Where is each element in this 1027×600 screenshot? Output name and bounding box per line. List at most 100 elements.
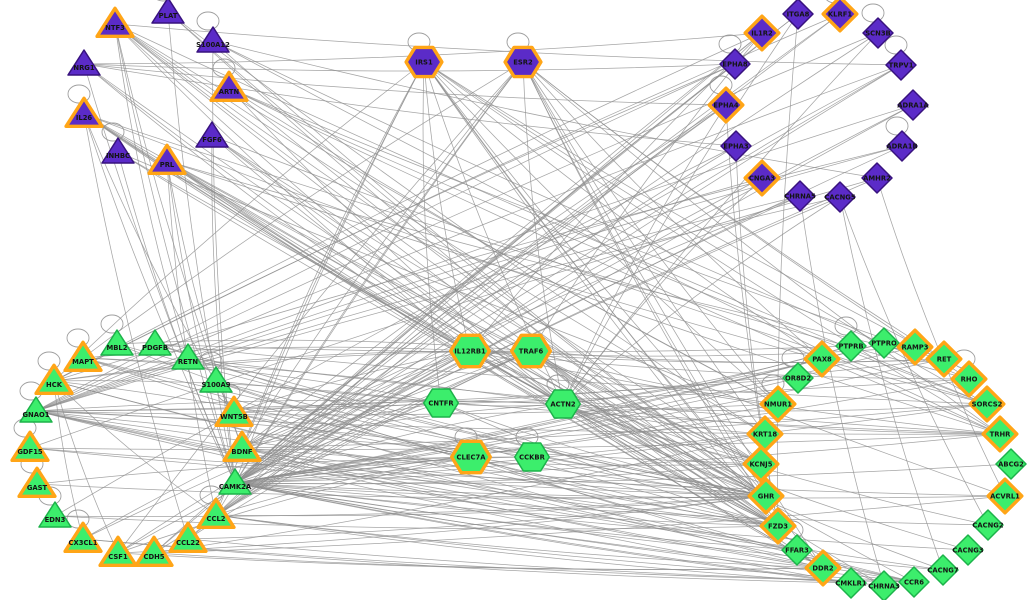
triangle-node-shape[interactable] xyxy=(138,329,172,356)
triangle-node-shape[interactable] xyxy=(214,395,254,428)
edge[interactable] xyxy=(83,113,1001,435)
node-PRL[interactable]: PRL xyxy=(147,143,187,176)
edge[interactable] xyxy=(35,399,564,412)
self-loop-edge[interactable] xyxy=(196,11,220,31)
diamond-node-shape[interactable] xyxy=(743,14,781,52)
edge[interactable] xyxy=(234,32,879,484)
edge[interactable] xyxy=(562,403,1001,435)
edge[interactable] xyxy=(82,346,471,359)
edge[interactable] xyxy=(35,378,970,412)
diamond-node-shape[interactable] xyxy=(885,49,917,81)
node-NRG1[interactable]: NRG1 xyxy=(67,49,101,76)
edge[interactable] xyxy=(54,515,779,530)
edge[interactable] xyxy=(212,40,970,380)
edge[interactable] xyxy=(562,104,727,405)
triangle-node-shape[interactable] xyxy=(67,49,101,76)
node-RHO[interactable]: RHO xyxy=(950,360,988,398)
edge[interactable] xyxy=(114,23,766,435)
hexagon-node-shape[interactable] xyxy=(503,45,543,79)
triangle-node-shape[interactable] xyxy=(196,26,230,53)
edge[interactable] xyxy=(82,350,532,540)
edge[interactable] xyxy=(562,403,766,435)
node-PTPRB[interactable]: PTPRB xyxy=(835,330,867,362)
diamond-node-shape[interactable] xyxy=(804,549,842,587)
edge[interactable] xyxy=(54,495,767,517)
edge[interactable] xyxy=(234,377,799,484)
edge[interactable] xyxy=(234,63,736,484)
edge[interactable] xyxy=(234,104,914,484)
edge[interactable] xyxy=(53,380,84,540)
edge[interactable] xyxy=(470,456,915,583)
edge[interactable] xyxy=(234,358,823,484)
node-TRPV1[interactable]: TRPV1 xyxy=(885,49,917,81)
diamond-node-shape[interactable] xyxy=(742,445,780,483)
node-CMKLR1[interactable]: CMKLR1 xyxy=(835,567,867,599)
edge[interactable] xyxy=(117,456,472,554)
edge[interactable] xyxy=(234,482,1006,499)
triangle-node-shape[interactable] xyxy=(34,363,74,396)
edge[interactable] xyxy=(167,11,767,497)
node-CCKBR[interactable]: CCKBR xyxy=(513,442,551,472)
edge[interactable] xyxy=(35,410,1001,435)
node-CACNG3[interactable]: CACNG3 xyxy=(952,534,984,566)
edge[interactable] xyxy=(530,350,885,587)
self-loop-edge[interactable] xyxy=(152,0,174,2)
node-CLEC7A[interactable]: CLEC7A xyxy=(449,439,493,475)
node-KLRF1[interactable]: KLRF1 xyxy=(821,0,859,33)
node-ACVRL1[interactable]: ACVRL1 xyxy=(986,477,1024,515)
edge[interactable] xyxy=(35,410,767,497)
edge[interactable] xyxy=(234,145,737,484)
edge[interactable] xyxy=(241,447,762,466)
node-MBL2[interactable]: MBL2 xyxy=(100,329,134,356)
edge[interactable] xyxy=(187,538,915,583)
edge[interactable] xyxy=(211,135,988,405)
edge[interactable] xyxy=(469,350,767,497)
edge[interactable] xyxy=(211,135,236,484)
edge[interactable] xyxy=(35,377,799,412)
edge[interactable] xyxy=(234,482,944,571)
edge[interactable] xyxy=(530,350,945,363)
edge[interactable] xyxy=(234,482,989,526)
node-NTF3[interactable]: NTF3 xyxy=(95,6,135,39)
edge[interactable] xyxy=(117,350,471,554)
edge[interactable] xyxy=(29,447,767,497)
edge[interactable] xyxy=(83,63,471,352)
node-FGF6[interactable]: FGF6 xyxy=(195,121,229,148)
diamond-node-shape[interactable] xyxy=(952,534,984,566)
node-IL12RB1[interactable]: IL12RB1 xyxy=(448,333,492,369)
edge[interactable] xyxy=(154,343,767,497)
edge[interactable] xyxy=(154,343,988,405)
edge[interactable] xyxy=(35,64,902,412)
edge[interactable] xyxy=(215,380,1001,435)
edge[interactable] xyxy=(215,380,767,497)
edge[interactable] xyxy=(166,160,217,516)
node-CACNG5[interactable]: CACNG5 xyxy=(824,181,856,213)
node-ADRA1B[interactable]: ADRA1B xyxy=(886,130,918,162)
edge[interactable] xyxy=(29,447,1006,497)
triangle-node-shape[interactable] xyxy=(10,430,50,463)
hexagon-node-shape[interactable] xyxy=(513,442,551,472)
edge[interactable] xyxy=(234,463,1012,485)
edge[interactable] xyxy=(234,378,970,484)
edge[interactable] xyxy=(522,61,767,497)
diamond-node-shape[interactable] xyxy=(743,159,781,197)
diamond-node-shape[interactable] xyxy=(747,477,785,515)
edge[interactable] xyxy=(153,552,824,570)
hexagon-node-shape[interactable] xyxy=(448,333,492,369)
edge[interactable] xyxy=(469,350,762,465)
triangle-node-shape[interactable] xyxy=(199,366,233,393)
diamond-node-shape[interactable] xyxy=(986,477,1024,515)
edge[interactable] xyxy=(423,61,762,465)
edge[interactable] xyxy=(241,61,425,449)
edge[interactable] xyxy=(29,433,1001,451)
diamond-node-shape[interactable] xyxy=(861,162,893,194)
diamond-node-shape[interactable] xyxy=(968,385,1006,423)
diamond-node-shape[interactable] xyxy=(781,534,813,566)
edge[interactable] xyxy=(83,113,236,484)
self-loop-edge[interactable] xyxy=(100,314,124,334)
hexagon-node-shape[interactable] xyxy=(449,439,493,475)
edge[interactable] xyxy=(53,380,217,516)
edge[interactable] xyxy=(82,61,524,359)
edge[interactable] xyxy=(53,380,442,404)
